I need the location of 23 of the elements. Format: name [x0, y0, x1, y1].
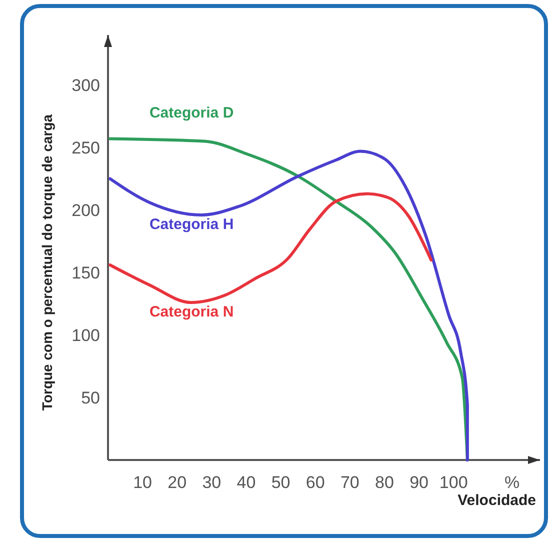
x-tick-label: 50	[271, 473, 290, 492]
x-tick-label: 70	[340, 473, 360, 492]
x-tick-label: 10	[133, 473, 152, 492]
x-tick-label: 40	[236, 473, 256, 492]
y-axis-title: Torque com o percentual do torque de carga	[39, 114, 55, 411]
x-tick-label: 90	[410, 473, 428, 492]
x-tick-label: 100	[439, 473, 468, 492]
series-label: Categoria D	[149, 104, 234, 122]
x-axis-title: Velocidade	[458, 492, 536, 509]
x-tick-label: 20	[168, 473, 187, 492]
series-label: Categoria H	[149, 216, 234, 233]
line-series	[108, 192, 433, 304]
series-label: Categoria N	[149, 303, 234, 320]
x-tick-label: 80	[375, 473, 394, 492]
x-tick-label: 30	[202, 473, 222, 492]
x-tick-label: 60	[306, 473, 325, 492]
y-tick-label: 50	[81, 388, 100, 408]
y-tick-label: 300	[72, 76, 100, 95]
y-tick-label: 200	[72, 201, 100, 220]
y-tick-label: 250	[72, 138, 100, 158]
y-tick-label: 100	[72, 326, 100, 345]
y-tick-label: 150	[72, 264, 100, 282]
text: %	[504, 473, 520, 492]
